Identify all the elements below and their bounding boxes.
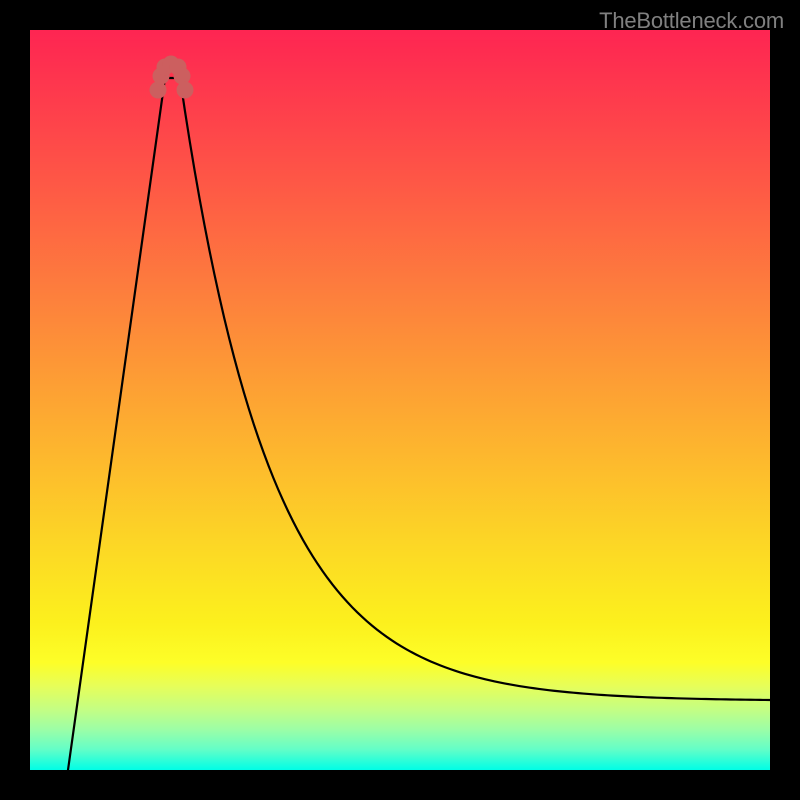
attribution-text: TheBottleneck.com <box>599 8 784 34</box>
plot-background <box>30 30 770 770</box>
bottleneck-chart <box>0 0 800 800</box>
optimal-marker <box>150 82 167 99</box>
chart-container: TheBottleneck.com <box>0 0 800 800</box>
optimal-marker <box>174 68 191 85</box>
optimal-marker <box>177 82 194 99</box>
